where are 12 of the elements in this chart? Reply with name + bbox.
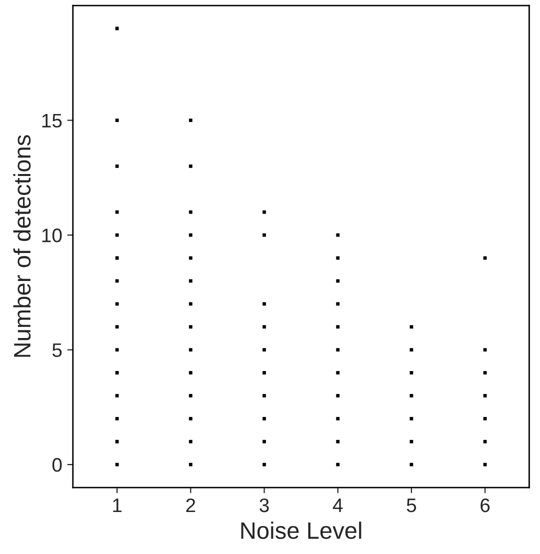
- x-axis-title: Noise Level: [241, 522, 362, 539]
- x-tick-label: 6: [480, 498, 490, 512]
- x-tick-label: 2: [186, 498, 196, 512]
- y-tick-label: 15: [42, 114, 62, 128]
- x-tick-label: 3: [260, 498, 269, 512]
- y-axis-title: Number of detections: [13, 135, 31, 357]
- x-tick-label: 5: [406, 498, 416, 512]
- x-tick-label: 1: [113, 498, 122, 512]
- y-tick-label: 0: [52, 458, 62, 472]
- y-tick-label: 10: [42, 228, 62, 242]
- x-tick-label: 4: [332, 498, 343, 512]
- y-tick-label: 5: [52, 343, 62, 358]
